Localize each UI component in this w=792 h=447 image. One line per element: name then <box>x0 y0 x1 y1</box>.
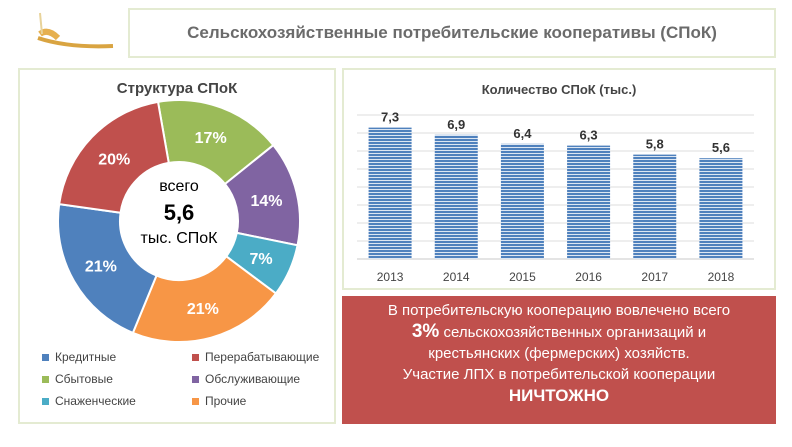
callout-line-2: сельскохозяйственных организаций и <box>439 324 707 341</box>
donut-label-0: 17% <box>195 130 227 147</box>
callout-box: В потребительскую кооперацию вовлечено в… <box>342 296 776 424</box>
page-title: Сельскохозяйственные потребительские коо… <box>128 8 776 58</box>
donut-label-2: 7% <box>250 251 273 268</box>
donut-label-5: 20% <box>98 151 130 168</box>
donut-label-3: 21% <box>187 301 219 318</box>
bar-2014 <box>434 134 478 259</box>
bar-value-label: 5,8 <box>646 137 664 152</box>
x-tick-label: 2014 <box>443 270 470 284</box>
donut-slice-3 <box>131 254 278 343</box>
legend-swatch <box>42 397 49 405</box>
donut-slice-0 <box>156 99 275 186</box>
legend-item: Кредитные <box>42 350 192 364</box>
bar-value-label: 7,3 <box>381 110 399 125</box>
donut-slice-5 <box>58 100 170 214</box>
bar-2017 <box>633 154 677 259</box>
donut-legend: Кредитные Перерабатывающие Сбытовые Обслужи… <box>42 350 342 408</box>
bar-chart: 7,3 2013 6,9 2014 6,4 2015 6,3 2016 5,8 2017 5,6 20… <box>357 110 754 284</box>
center-value: 5,6 <box>163 200 195 225</box>
callout-line-3: крестьянских (фермерских) хозяйств. <box>428 345 690 362</box>
bar-2018 <box>699 158 743 259</box>
x-tick-label: 2016 <box>575 270 602 284</box>
donut-label-4: 21% <box>85 259 117 276</box>
callout-highlight: 3% <box>411 321 440 342</box>
donut-chart: 17% 14% 7% 21% 21% 20% <box>57 99 301 343</box>
legend-label: Кредитные <box>55 350 117 364</box>
x-tick-label: 2017 <box>641 270 668 284</box>
center-label-total: всего <box>159 178 199 195</box>
legend-item: Прочие <box>192 394 342 408</box>
legend-swatch <box>42 375 49 383</box>
legend-label: Обслуживающие <box>205 372 301 386</box>
callout-line-4: Участие ЛПХ в потребительской кооперации <box>402 366 716 383</box>
callout-line-1: В потребительскую кооперацию вовлечено в… <box>387 302 731 319</box>
x-tick-label: 2018 <box>708 270 735 284</box>
legend-swatch <box>192 353 199 361</box>
center-unit: тыс. СПоК <box>140 230 218 247</box>
legend-label: Снаженческие <box>55 394 136 408</box>
legend-swatch <box>192 397 199 405</box>
legend-item: Сбытовые <box>42 372 192 386</box>
donut-label-1: 14% <box>250 193 282 210</box>
bar-value-label: 6,4 <box>513 126 532 141</box>
legend-swatch <box>192 375 199 383</box>
bar-2013 <box>368 127 412 259</box>
donut-slice-4 <box>57 203 158 335</box>
bar-value-label: 6,9 <box>447 117 465 132</box>
callout-emphasis: НИЧТОЖНО <box>508 386 610 405</box>
bar-2015 <box>500 143 544 259</box>
legend-label: Перерабатывающие <box>205 350 320 364</box>
bar-title: Количество СПоК (тыс.) <box>481 82 637 97</box>
donut-title: Структура СПоК <box>116 80 238 97</box>
legend-label: Прочие <box>205 394 247 408</box>
bar-value-label: 6,3 <box>580 128 598 143</box>
count-panel: Количество СПоК (тыс.) 7,3 2013 6,9 2014 6,4… <box>342 68 776 290</box>
legend-swatch <box>42 353 49 361</box>
bar-value-label: 5,6 <box>712 140 730 155</box>
legend-item: Снаженческие <box>42 394 192 408</box>
legend-item: Перерабатывающие <box>192 350 342 364</box>
legend-label: Сбытовые <box>55 372 113 386</box>
x-tick-label: 2015 <box>509 270 536 284</box>
structure-panel: Структура СПоК 17% 14% 7% 21% 21% 20% всего 5… <box>18 68 336 424</box>
legend-item: Обслуживающие <box>192 372 342 386</box>
bar-2016 <box>567 145 611 259</box>
x-tick-label: 2013 <box>377 270 404 284</box>
wheat-logo <box>37 12 114 49</box>
